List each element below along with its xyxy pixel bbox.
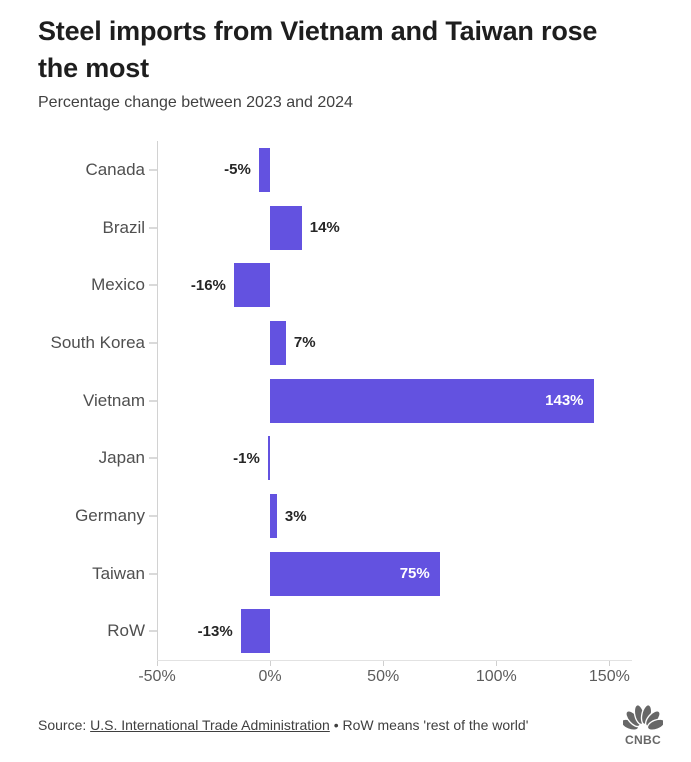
x-axis-tick-label: 100% xyxy=(475,668,517,685)
chart-bar-germany xyxy=(270,494,277,539)
value-label-south-korea: 7% xyxy=(293,334,316,352)
y-axis-tick xyxy=(149,515,157,518)
cnbc-peacock-icon: CNBC xyxy=(623,704,663,746)
x-axis-tick-label: 0% xyxy=(258,668,282,685)
category-label-germany: Germany xyxy=(75,506,145,526)
chart-bar-canada xyxy=(258,147,271,192)
x-axis-tick xyxy=(608,661,610,667)
y-axis-tick xyxy=(149,284,157,287)
x-axis-tick-label: 150% xyxy=(588,668,630,685)
chart-bar-brazil xyxy=(270,205,302,250)
x-axis-tick xyxy=(382,661,384,667)
y-axis-tick xyxy=(149,572,157,575)
x-axis-line xyxy=(157,660,632,662)
chart-bar-mexico xyxy=(233,263,271,308)
category-label-south-korea: South Korea xyxy=(50,332,145,352)
value-label-canada: -5% xyxy=(224,161,251,179)
y-axis-tick xyxy=(149,630,157,633)
bar-chart: -50% 0% 50% 100% 150% Canada -5% Brazil 14% Mexic… xyxy=(0,141,691,689)
category-label-japan: Japan xyxy=(98,448,145,468)
y-axis-tick xyxy=(149,457,157,460)
x-axis-tick xyxy=(156,661,158,667)
value-label-taiwan: 75% xyxy=(399,565,430,583)
y-axis-tick xyxy=(149,341,157,344)
value-label-vietnam: 143% xyxy=(545,392,584,410)
source-prefix: Source: xyxy=(38,717,91,733)
y-axis-tick xyxy=(149,168,157,171)
chart-bar-taiwan xyxy=(270,551,440,596)
value-label-brazil: 14% xyxy=(309,219,340,237)
category-label-mexico: Mexico xyxy=(91,275,145,295)
category-label-brazil: Brazil xyxy=(102,217,145,237)
x-axis-tick xyxy=(495,661,497,667)
chart-bar-row xyxy=(240,609,271,654)
chart-header: Steel imports from Vietnam and Taiwan ro… xyxy=(0,0,691,112)
x-axis-tick-label: -50% xyxy=(138,668,176,685)
value-label-mexico: -16% xyxy=(190,276,226,294)
value-label-germany: 3% xyxy=(284,507,307,525)
source-note: RoW means 'rest of the world' xyxy=(342,717,529,733)
cnbc-logo: CNBC xyxy=(623,704,663,746)
source-link[interactable]: U.S. International Trade Administration xyxy=(90,717,330,733)
chart-bar-south-korea xyxy=(270,320,286,365)
page-title: Steel imports from Vietnam and Taiwan ro… xyxy=(38,16,598,83)
source-line: Source: U.S. International Trade Adminis… xyxy=(38,717,528,733)
x-axis-tick xyxy=(269,661,271,667)
y-axis-tick xyxy=(149,399,157,402)
category-label-row: RoW xyxy=(107,621,145,641)
category-label-canada: Canada xyxy=(85,159,145,179)
chart-footer: Source: U.S. International Trade Adminis… xyxy=(38,704,663,746)
y-axis-tick xyxy=(149,226,157,229)
y-axis-line xyxy=(157,141,158,661)
cnbc-logo-text: CNBC xyxy=(625,733,661,746)
value-label-row: -13% xyxy=(197,622,233,640)
chart-subtitle: Percentage change between 2023 and 2024 xyxy=(38,94,353,111)
category-label-vietnam: Vietnam xyxy=(82,390,145,410)
category-label-taiwan: Taiwan xyxy=(92,563,145,583)
chart-bar-japan xyxy=(267,436,271,481)
value-label-japan: -1% xyxy=(233,449,260,467)
source-separator: • xyxy=(329,717,343,733)
x-axis-tick-label: 50% xyxy=(367,668,400,685)
chart-bar-vietnam xyxy=(270,378,594,423)
